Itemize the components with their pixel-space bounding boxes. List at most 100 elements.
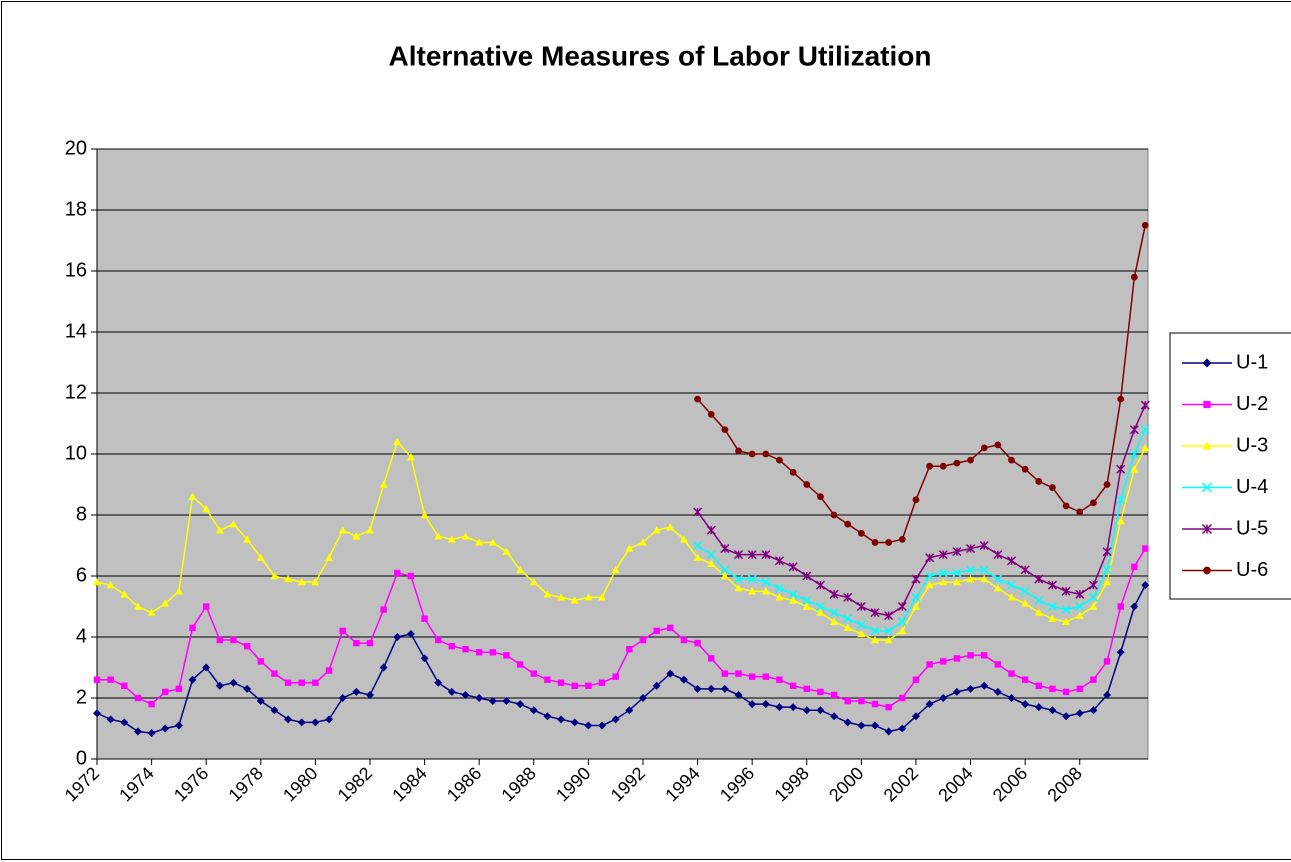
marker <box>1117 603 1124 610</box>
marker <box>803 481 811 488</box>
marker <box>475 538 484 546</box>
marker <box>1049 685 1056 693</box>
marker <box>365 526 374 534</box>
marker <box>188 492 197 500</box>
marker <box>256 697 265 706</box>
marker <box>407 572 415 580</box>
marker <box>693 553 702 561</box>
marker <box>612 673 619 680</box>
marker <box>652 681 661 690</box>
marker <box>379 663 388 672</box>
marker <box>652 526 661 534</box>
marker <box>1047 601 1057 612</box>
marker <box>230 636 237 644</box>
marker <box>802 602 811 610</box>
marker <box>993 550 1003 560</box>
marker <box>667 624 674 632</box>
marker <box>216 636 224 644</box>
marker <box>789 468 797 476</box>
marker <box>488 697 497 706</box>
marker <box>393 633 402 641</box>
marker <box>325 715 334 724</box>
marker <box>966 684 975 693</box>
marker <box>816 608 825 616</box>
marker <box>1202 358 1212 368</box>
marker <box>435 636 442 644</box>
marker <box>748 673 756 680</box>
marker <box>489 649 497 656</box>
marker <box>133 727 142 736</box>
marker <box>1008 456 1015 464</box>
marker <box>1006 580 1017 590</box>
marker <box>776 676 783 683</box>
marker <box>967 456 974 464</box>
marker <box>162 688 169 696</box>
marker <box>898 724 907 733</box>
marker <box>843 623 852 632</box>
marker <box>843 592 853 602</box>
marker <box>585 682 592 689</box>
marker <box>174 587 183 595</box>
marker <box>940 658 947 665</box>
marker <box>747 550 757 560</box>
y-tick-label: 20 <box>65 137 87 159</box>
marker <box>1130 273 1138 281</box>
marker <box>570 596 579 604</box>
marker <box>338 694 347 702</box>
marker <box>952 578 961 586</box>
marker <box>256 553 265 561</box>
marker <box>994 441 1002 449</box>
marker <box>925 571 935 581</box>
series-line <box>696 404 1146 617</box>
marker <box>366 639 374 647</box>
marker <box>980 681 989 690</box>
marker <box>1034 595 1044 605</box>
marker <box>584 593 593 601</box>
marker <box>475 649 483 656</box>
marker <box>625 544 634 552</box>
marker <box>857 721 866 730</box>
marker <box>611 565 620 574</box>
marker <box>748 700 757 709</box>
marker <box>1103 658 1111 665</box>
marker <box>899 694 906 702</box>
marker <box>925 700 934 709</box>
marker <box>953 655 961 662</box>
marker <box>406 453 415 461</box>
marker <box>939 462 947 470</box>
marker <box>967 652 974 659</box>
marker <box>1201 523 1213 535</box>
marker <box>488 538 497 546</box>
marker <box>775 703 784 712</box>
marker <box>898 536 906 543</box>
marker <box>815 580 825 590</box>
marker <box>365 690 374 699</box>
marker <box>693 540 703 551</box>
marker <box>448 642 456 650</box>
marker <box>1007 694 1016 702</box>
marker <box>106 715 115 724</box>
marker <box>625 706 634 715</box>
marker <box>447 687 456 696</box>
marker <box>1021 700 1030 709</box>
marker <box>734 690 743 699</box>
marker <box>733 550 744 560</box>
marker <box>243 684 252 693</box>
marker <box>707 559 716 567</box>
marker <box>911 592 921 602</box>
marker <box>802 595 812 605</box>
marker <box>502 547 511 555</box>
marker <box>1130 465 1139 473</box>
marker <box>557 715 566 724</box>
y-tick-label: 16 <box>65 259 87 281</box>
marker <box>884 727 893 736</box>
marker <box>748 587 757 595</box>
marker <box>761 587 770 595</box>
marker <box>762 450 770 458</box>
marker <box>925 581 934 589</box>
marker <box>966 565 976 575</box>
marker <box>966 575 975 583</box>
marker <box>503 652 510 659</box>
marker <box>693 684 702 693</box>
